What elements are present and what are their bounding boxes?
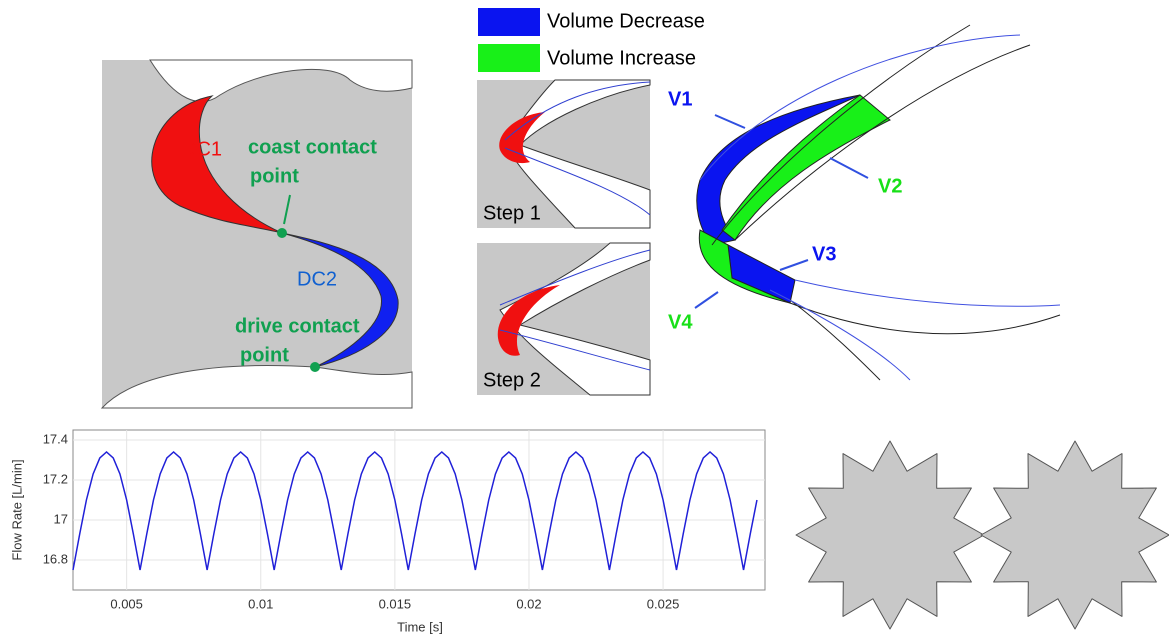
x-tick-label: 0.01 bbox=[248, 596, 273, 611]
label: V2 bbox=[878, 175, 902, 197]
x-tick-label: 0.025 bbox=[647, 596, 680, 611]
gear bbox=[796, 441, 984, 629]
step-label: Step 1 bbox=[483, 202, 541, 224]
x-tick-label: 0.02 bbox=[516, 596, 541, 611]
label: DC1 bbox=[182, 138, 222, 160]
y-tick-label: 17.4 bbox=[43, 431, 68, 446]
label: point bbox=[240, 344, 289, 366]
figure: DC1 coast contact point DC2 drive contac… bbox=[0, 0, 1169, 639]
label: V3 bbox=[812, 243, 836, 265]
y-tick-label: 17.2 bbox=[43, 471, 68, 486]
contact-point bbox=[277, 228, 287, 238]
y-tick-label: 17 bbox=[54, 511, 68, 526]
x-axis-title: Time [s] bbox=[397, 619, 443, 634]
label: drive contact bbox=[235, 315, 360, 337]
step-label: Step 2 bbox=[483, 369, 541, 391]
label: coast contact bbox=[248, 136, 377, 158]
label: V1 bbox=[668, 88, 692, 110]
gears bbox=[796, 441, 1169, 629]
label: point bbox=[250, 165, 299, 187]
label: V4 bbox=[668, 311, 693, 333]
legend-swatch bbox=[478, 44, 540, 72]
x-tick-label: 0.015 bbox=[379, 596, 412, 611]
legend-label: Volume Decrease bbox=[547, 10, 705, 32]
page: DC1 coast contact point DC2 drive contac… bbox=[0, 0, 1169, 639]
legend-label: Volume Increase bbox=[547, 47, 696, 69]
y-axis-title: Flow Rate [L/min] bbox=[9, 459, 24, 560]
contact-point bbox=[310, 362, 320, 372]
gear bbox=[981, 441, 1169, 629]
y-tick-label: 16.8 bbox=[43, 551, 68, 566]
label: DC2 bbox=[297, 268, 337, 290]
x-tick-label: 0.005 bbox=[110, 596, 143, 611]
legend-swatch bbox=[478, 8, 540, 36]
